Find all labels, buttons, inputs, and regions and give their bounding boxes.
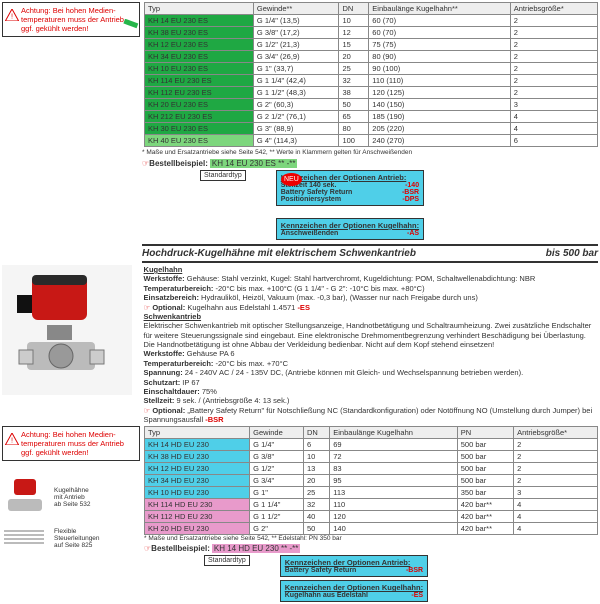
standardtyp-box-2: Standardtyp bbox=[204, 555, 250, 566]
product-image bbox=[2, 265, 132, 395]
svg-text:!: ! bbox=[11, 11, 13, 20]
spec-line: Spannung: 24 - 240V AC / 24 - 135V DC, (… bbox=[144, 368, 598, 377]
hand-icon: ☞ bbox=[144, 544, 151, 553]
spec-line: Temperaturbereich: -20°C bis max. +70°C bbox=[144, 359, 598, 368]
spec-line: Werkstoffe: Gehäuse PA 6 bbox=[144, 349, 598, 358]
warning-box-2: ! Achtung: Bei hohen Medien­temperaturen… bbox=[2, 426, 140, 461]
table-2: TypGewindeDNEinbaulänge KugelhahnPNAntri… bbox=[144, 426, 598, 535]
spec-line: Werkstoffe: Gehäuse: Stahl verzinkt, Kug… bbox=[144, 274, 598, 283]
spec-line: ☞ Optional: Kugelhahn aus Edelstahl 1.45… bbox=[144, 303, 598, 312]
warning-box: ! Achtung: Bei hohen Medien­temperaturen… bbox=[2, 2, 140, 37]
warning-icon: ! bbox=[5, 9, 19, 21]
spec-kugelhahn-hdr: Kugelhahn bbox=[144, 265, 598, 274]
sidebox1: Kugelhähnemit Antriebab Seite 532 bbox=[54, 487, 91, 508]
thumb-product-icon bbox=[2, 477, 50, 517]
options-kugelhahn-label: Kennzeichen der Optionen Kugelhahn: Ansc… bbox=[276, 218, 424, 240]
bestell2-label: Bestellbeispiel: bbox=[151, 544, 210, 553]
hand-icon: ☞ bbox=[142, 159, 149, 168]
neu-badge: NEU bbox=[281, 173, 302, 186]
spec-schwenk-hdr: Schwenkantrieb bbox=[144, 312, 598, 321]
optK-title: Kennzeichen der Optionen Kugelhahn: bbox=[281, 221, 419, 230]
section-right: bis 500 bar bbox=[546, 248, 598, 259]
warning-icon: ! bbox=[5, 433, 19, 445]
spec-line: Einschaltdauer: 75% bbox=[144, 387, 598, 396]
warning-text: Achtung: Bei hohen Medien­temperaturen m… bbox=[21, 6, 124, 33]
spec-line: Stellzeit: 9 sek. / (Antriebsgröße 4: 13… bbox=[144, 396, 598, 405]
standardtyp-box: Standardtyp bbox=[200, 170, 246, 181]
spec-line: Temperaturbereich: -20°C bis max. +100°C… bbox=[144, 284, 598, 293]
spec-line: ☞ Optional: „Battery Safety Return" für … bbox=[144, 406, 598, 425]
table2-footnote: * Maße und Ersatzantriebe siehe Seite 54… bbox=[144, 535, 598, 542]
table-1: TypGewinde**DNEinbaulänge Kugelhahn**Ant… bbox=[144, 2, 598, 147]
svg-text:!: ! bbox=[11, 436, 13, 445]
spec-para: Elektrischer Schwenkantrieb mit optische… bbox=[144, 321, 598, 349]
spec-line: Einsatzbereich: Hydrauliköl, Heizöl, Vak… bbox=[144, 293, 598, 302]
bestell1-label: Bestellbeispiel: bbox=[149, 159, 208, 168]
table1-footnote: * Maße und Ersatzantriebe siehe Seite 54… bbox=[142, 149, 600, 156]
options-kugelhahn-label-2: Kennzeichen der Optionen Kugelhahn:Kugel… bbox=[280, 580, 428, 602]
warning-text-2: Achtung: Bei hohen Medien­temperaturen m… bbox=[21, 430, 124, 457]
bestell2-value: KH 14 HD EU 230 ** -** bbox=[212, 544, 300, 553]
bestell1-value: KH 14 EU 230 ES ** -** bbox=[210, 159, 298, 168]
sidebox2: FlexibleSteuerleitungenauf Seite 825 bbox=[54, 528, 100, 549]
thumb-cable-icon bbox=[2, 525, 50, 551]
section-title: Hochdruck-Kugelhähne mit elektrischem Sc… bbox=[142, 248, 416, 259]
options-antrieb-label-2: Kennzeichen der Optionen Antrieb:Battery… bbox=[280, 555, 428, 577]
section-header: Hochdruck-Kugelhähne mit elektrischem Sc… bbox=[142, 244, 598, 263]
spec-line: Schutzart: IP 67 bbox=[144, 378, 598, 387]
